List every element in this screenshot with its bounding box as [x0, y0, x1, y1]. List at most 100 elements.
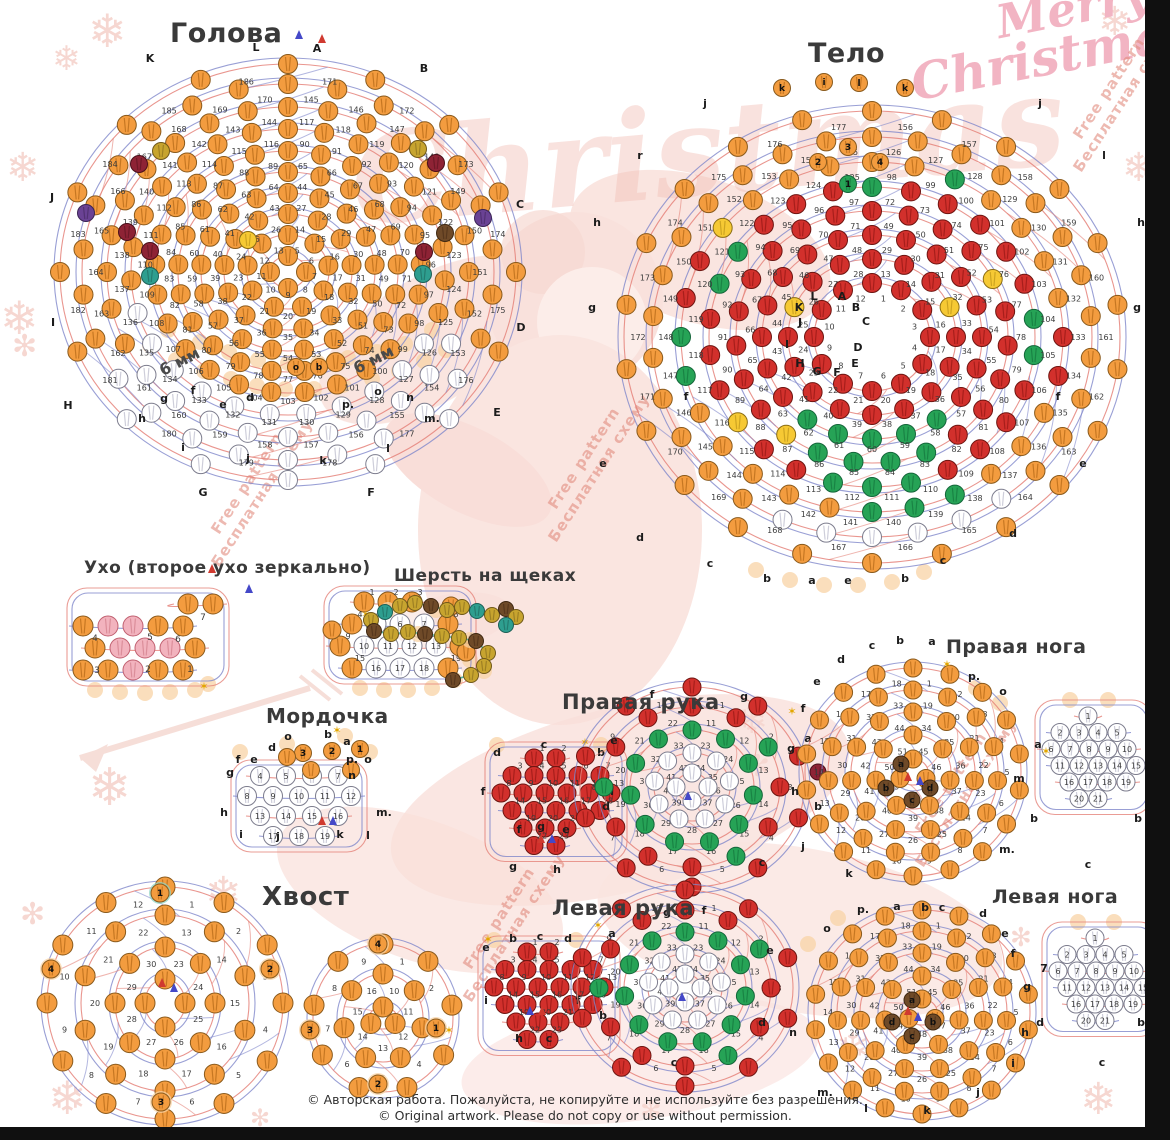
bead-orange — [333, 1017, 355, 1039]
label: G — [198, 486, 207, 499]
bead-orange — [261, 382, 282, 403]
label: 23 — [809, 369, 819, 378]
bead-red — [773, 386, 794, 407]
label: 2 — [966, 932, 971, 941]
label: 14 — [814, 768, 824, 777]
bead-red — [495, 995, 515, 1014]
bead-green — [594, 777, 614, 797]
bead-white — [341, 786, 361, 806]
snowflake-icon: ❄ — [0, 291, 39, 345]
start-arrow-icon — [537, 834, 545, 843]
label: 5 — [147, 633, 153, 643]
label: J — [797, 316, 802, 329]
label: 8 — [966, 1084, 971, 1093]
bead-red — [811, 354, 832, 374]
bead-orange — [141, 121, 162, 142]
bead-green — [730, 955, 750, 975]
bead-orange — [931, 543, 952, 564]
label: 38 — [218, 297, 228, 306]
ghost-bead — [593, 737, 609, 753]
bead-orange — [229, 374, 250, 395]
bead-white — [259, 404, 280, 425]
bead-white — [165, 391, 186, 412]
label: 103 — [1031, 280, 1046, 289]
label: 111 — [884, 493, 899, 502]
label: 42 — [244, 213, 254, 222]
bead-white — [364, 381, 385, 402]
bead-dkbrown — [468, 633, 484, 649]
bead-maroon — [427, 154, 445, 172]
bead-red — [491, 783, 511, 803]
bead-green — [862, 502, 882, 522]
bead-yellow — [712, 217, 733, 238]
bead-white — [659, 978, 679, 998]
bead-orange — [506, 262, 526, 282]
label: 15 — [230, 999, 240, 1008]
bead-red — [513, 818, 533, 838]
label: 144 — [262, 118, 277, 127]
bead-orange — [975, 948, 995, 968]
bead-orange — [294, 382, 315, 403]
label: a — [909, 996, 915, 1006]
bead-orange — [303, 994, 325, 1016]
bead-red — [632, 910, 652, 930]
label: h — [515, 1032, 523, 1045]
bead-red — [912, 354, 933, 374]
bead-white — [1107, 756, 1127, 775]
bead-white — [141, 402, 162, 423]
label: 26 — [271, 225, 281, 234]
label: j — [1037, 97, 1042, 110]
bead-orange — [912, 900, 932, 920]
label: 39 — [210, 274, 220, 283]
bead-white — [675, 944, 695, 964]
label: 166 — [110, 187, 125, 196]
bead-orange — [674, 474, 695, 495]
label: 1 — [927, 679, 932, 688]
bead-orange — [742, 463, 763, 484]
bead-white — [669, 809, 689, 829]
label: 31 — [935, 271, 945, 280]
label: 115 — [231, 147, 246, 156]
label: 114 — [770, 469, 785, 478]
bead-white — [662, 1010, 682, 1030]
label: 30 — [837, 761, 847, 770]
label: 5 — [720, 865, 725, 874]
label: 1 — [357, 745, 363, 755]
bead-orange — [182, 95, 203, 116]
label: 146 — [676, 409, 691, 418]
label: 33 — [332, 316, 342, 325]
bead-red — [726, 335, 747, 356]
label: 46 — [931, 763, 941, 772]
bead-orange — [1080, 306, 1101, 327]
label: 8 — [591, 783, 596, 792]
label: 42 — [781, 373, 791, 382]
label: 153 — [761, 172, 776, 181]
label: 175 — [490, 306, 505, 315]
label: h — [593, 216, 601, 229]
label: 164 — [1018, 493, 1033, 502]
bead-orange — [327, 950, 349, 972]
label: 86 — [191, 200, 201, 209]
label: 133 — [1070, 333, 1085, 342]
bead-orange — [214, 255, 235, 276]
bead-red — [932, 219, 953, 240]
label: 135 — [139, 348, 154, 357]
label: 49 — [379, 274, 389, 283]
label: 12 — [585, 973, 595, 982]
bead-orange — [278, 74, 298, 94]
label: 8 — [1086, 745, 1091, 754]
bead-white — [711, 972, 731, 992]
label: 22 — [530, 1026, 540, 1035]
label: 19 — [103, 1042, 113, 1051]
label: 126 — [886, 148, 901, 157]
label: d — [564, 932, 572, 945]
label: G — [812, 365, 821, 378]
label: I — [51, 316, 55, 329]
label: 7 — [335, 772, 340, 781]
bead-orange — [895, 1059, 915, 1079]
label: 1 — [712, 904, 717, 913]
bead-white — [414, 402, 435, 423]
bead-orange — [1052, 227, 1073, 247]
label: 48 — [917, 1030, 927, 1039]
bead-red — [950, 386, 971, 407]
